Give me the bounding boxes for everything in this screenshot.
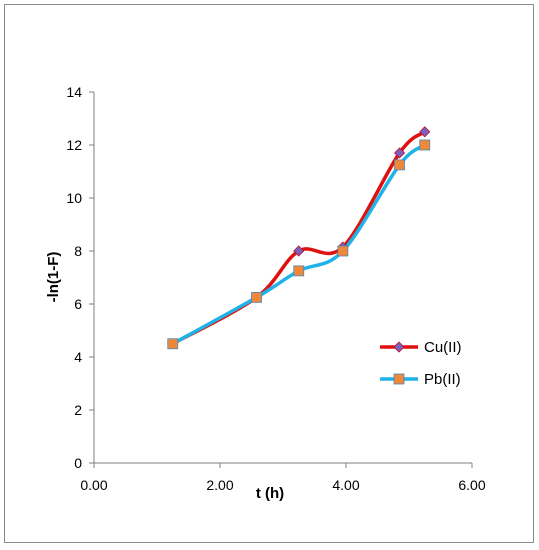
y-tick-label: 4 (74, 349, 82, 365)
axes: 0 2 4 6 8 10 12 14 0.00 2.00 4.00 6.00 (66, 84, 485, 493)
data-point-pb-ii- (167, 338, 179, 350)
y-tick-label: 10 (66, 190, 82, 206)
data-point-cu-ii- (393, 147, 406, 159)
x-tick-label: 0.00 (80, 477, 107, 493)
y-tick-label: 6 (74, 296, 82, 312)
data-point-pb-ii- (419, 139, 431, 151)
y-tick-label: 2 (74, 402, 82, 418)
x-tick-label: 4.00 (332, 477, 359, 493)
legend-marker-cu-ii- (393, 341, 405, 353)
y-tick-label: 8 (74, 243, 82, 259)
x-axis-title: t (h) (256, 485, 284, 502)
y-tick-label: 14 (66, 84, 82, 100)
data-point-pb-ii- (337, 245, 349, 257)
y-tick-label: 12 (66, 137, 82, 153)
legend-marker-pb-ii- (393, 373, 405, 385)
data-point-pb-ii- (251, 291, 262, 303)
data-point-cu-ii- (419, 126, 431, 138)
series-lines (171, 130, 427, 346)
y-axis-title: -ln(1-F) (45, 252, 62, 303)
data-point-pb-ii- (394, 159, 405, 171)
data-point-cu-ii- (293, 245, 305, 257)
x-tick-label: 6.00 (458, 477, 485, 493)
data-point-pb-ii- (293, 265, 305, 277)
chart-frame (4, 4, 534, 543)
series-markers (167, 126, 431, 350)
y-tick-label: 0 (74, 455, 82, 471)
legend: Cu(II) Pb(II) (380, 339, 462, 388)
x-tick-label: 2.00 (206, 477, 233, 493)
legend-label-pb-ii-: Pb(II) (424, 371, 461, 388)
legend-label-cu-ii-: Cu(II) (424, 339, 462, 356)
series-line-cu-ii- (171, 130, 427, 346)
